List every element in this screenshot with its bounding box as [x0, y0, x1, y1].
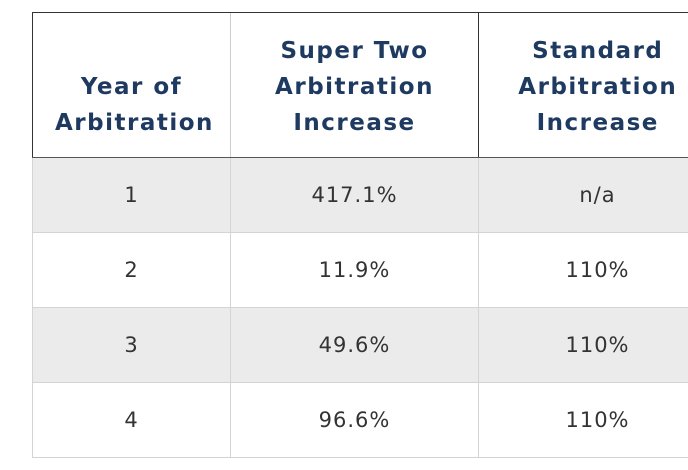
- table-row: 1 417.1% n/a: [32, 157, 688, 233]
- table-cell: 417.1%: [230, 157, 479, 233]
- table-body: 1 417.1% n/a 2 11.9% 110% 3 49.6% 110% 4 96.6% 110%: [32, 157, 688, 458]
- table-cell: 96.6%: [230, 382, 479, 458]
- header-cell: Super Two Arbitration Increase: [230, 12, 479, 158]
- table-cell: 1: [32, 157, 231, 233]
- header-row: Year of Arbitration Super Two Arbitration…: [32, 12, 688, 158]
- table-cell: 2: [32, 232, 231, 308]
- table-cell: 110%: [478, 382, 688, 458]
- table-cell: n/a: [478, 157, 688, 233]
- table-cell: 49.6%: [230, 307, 479, 383]
- table-cell: 110%: [478, 232, 688, 308]
- table-cell: 4: [32, 382, 231, 458]
- table-cell: 3: [32, 307, 231, 383]
- table-cell: 110%: [478, 307, 688, 383]
- header-cell: Year of Arbitration: [32, 12, 231, 158]
- header-cell: Standard Arbitration Increase: [478, 12, 688, 158]
- table-row: 2 11.9% 110%: [32, 232, 688, 308]
- table-container: Year of Arbitration Super Two Arbitration…: [32, 12, 688, 462]
- table-cell: 11.9%: [230, 232, 479, 308]
- table-row: 3 49.6% 110%: [32, 307, 688, 383]
- data-table: Year of Arbitration Super Two Arbitration…: [32, 12, 688, 458]
- table-row: 4 96.6% 110%: [32, 382, 688, 458]
